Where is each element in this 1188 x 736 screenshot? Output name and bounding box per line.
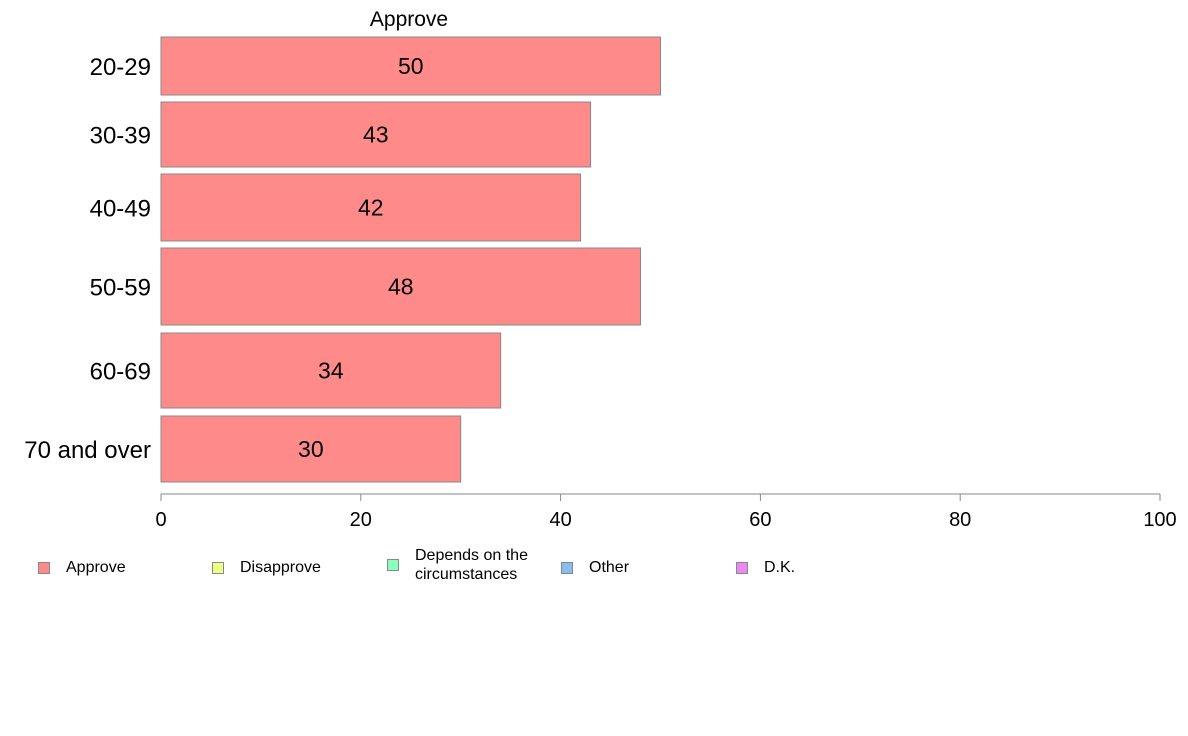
bar-50-59 <box>160 247 642 326</box>
category-label-60-69: 60-69 <box>90 359 151 386</box>
legend-label-approve: Approve <box>66 559 126 576</box>
legend-label-other: Other <box>589 559 630 576</box>
data-label-70-and-over: 30 <box>298 436 324 462</box>
legend-label-disapprove: Disapprove <box>240 559 321 576</box>
bar-20-29 <box>160 36 661 96</box>
data-label-30-39: 43 <box>363 122 389 148</box>
bar-70-and-over <box>160 415 462 483</box>
category-label-30-39: 30-39 <box>90 123 151 150</box>
data-label-50-59: 48 <box>388 274 414 300</box>
legend-item-depends: Depends on the circumstances <box>387 546 565 584</box>
legend-item-dk: D.K. <box>736 558 904 577</box>
data-label-60-69: 34 <box>318 358 344 384</box>
bar-60-69 <box>160 332 502 409</box>
bar-chart: Approve 50 20-29 43 30-39 42 40-49 48 50-59 34 60… <box>24 8 1176 531</box>
x-tick-label-40: 40 <box>549 509 571 531</box>
legend-swatch-other <box>561 561 573 574</box>
legend-item-disapprove: Disapprove <box>212 558 380 577</box>
category-label-70-and-over: 70 and over <box>24 437 151 464</box>
bar-30-39 <box>160 101 592 168</box>
x-tick-label-60: 60 <box>749 509 771 531</box>
category-label-40-49: 40-49 <box>90 196 151 223</box>
data-label-40-49: 42 <box>358 195 384 221</box>
data-label-20-29: 50 <box>398 53 424 79</box>
legend-item-approve: Approve <box>38 558 206 577</box>
legend-label-depends: Depends on the circumstances <box>415 547 528 583</box>
legend-swatch-disapprove <box>212 561 224 574</box>
legend-swatch-dk <box>736 561 748 574</box>
legend-swatch-approve <box>38 561 50 574</box>
x-tick-label-20: 20 <box>350 509 372 531</box>
legend-label-dk: D.K. <box>764 559 796 576</box>
category-label-50-59: 50-59 <box>90 275 151 302</box>
legend-swatch-depends <box>387 559 399 571</box>
x-tick-label-80: 80 <box>949 509 971 531</box>
x-tick-label-0: 0 <box>155 509 166 531</box>
chart-title: Approve <box>370 8 448 31</box>
x-tick-label-100: 100 <box>1143 509 1176 531</box>
category-label-20-29: 20-29 <box>90 54 151 81</box>
bar-40-49 <box>160 173 582 242</box>
legend: Approve Disapprove Depends on the circum… <box>0 544 1188 594</box>
legend-item-other: Other <box>561 558 729 577</box>
